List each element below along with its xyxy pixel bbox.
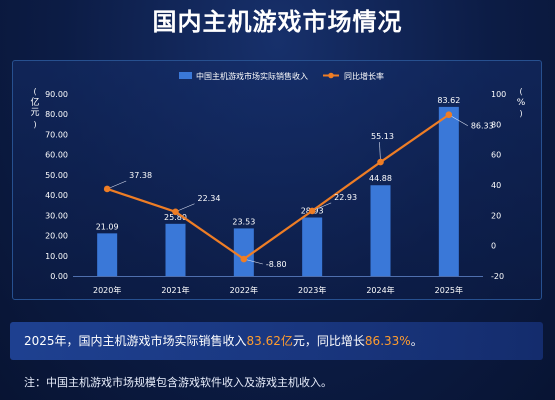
legend-line-label: 同比增长率 bbox=[344, 71, 384, 81]
y-right-unit: % bbox=[517, 98, 526, 108]
legend-bar-label: 中国主机游戏市场实际销售收入 bbox=[196, 71, 308, 81]
line-value-label: 22.93 bbox=[334, 193, 357, 202]
y-left-unit-paren-open: ( bbox=[33, 87, 36, 96]
growth-rate-point bbox=[240, 255, 248, 263]
y-right-tick-label: 100 bbox=[491, 90, 506, 99]
chart-panel: 中国主机游戏市场实际销售收入 同比增长率(亿元)(%) 0.00 10.00 20.00… bbox=[12, 60, 542, 300]
page-title: 国内主机游戏市场情况 bbox=[152, 8, 403, 36]
growth-rate-point bbox=[172, 208, 179, 216]
line-value-label: 86.33 bbox=[471, 122, 494, 131]
footnote: 注：中国主机游戏市场规模包含游戏软件收入及游戏主机收入。 bbox=[24, 376, 332, 389]
bar bbox=[370, 185, 391, 276]
y-left-tick-label: 70.00 bbox=[45, 130, 68, 139]
y-right-tick-label: 80 bbox=[491, 120, 501, 129]
y-right-unit-paren-open: ( bbox=[519, 87, 522, 96]
x-tick-label: 2023年 bbox=[298, 285, 326, 295]
dual-axis-chart: 中国主机游戏市场实际销售收入 同比增长率(亿元)(%)0.0010.0020.00… bbox=[30, 71, 526, 295]
summary-prefix: 2025年，国内主机游戏市场实际销售收入 bbox=[24, 334, 247, 348]
y-left-tick-label: 90.00 bbox=[45, 90, 68, 99]
bar-value-label: 83.62 bbox=[437, 96, 460, 105]
bar bbox=[438, 106, 459, 276]
legend-line-marker bbox=[328, 72, 334, 79]
line-value-label: 37.38 bbox=[129, 171, 152, 180]
legend-bar-swatch bbox=[179, 72, 192, 79]
line-value-label: -8.80 bbox=[266, 260, 287, 269]
x-tick-label: 2022年 bbox=[230, 285, 258, 295]
growth-rate-point bbox=[377, 158, 384, 166]
summary-growth: 86.33% bbox=[364, 334, 411, 348]
x-tick-label: 2021年 bbox=[161, 285, 189, 295]
y-left-tick-label: 0.00 bbox=[50, 272, 68, 281]
bar-value-label: 44.88 bbox=[369, 174, 392, 183]
bar bbox=[302, 217, 323, 276]
summary-middle: 元，同比增长 bbox=[292, 334, 365, 348]
bar bbox=[97, 233, 118, 276]
line-label-leader bbox=[312, 202, 332, 212]
y-right-tick-label: 40 bbox=[491, 181, 501, 190]
y-left-tick-label: 20.00 bbox=[45, 232, 68, 241]
bar-value-label: 21.09 bbox=[96, 222, 119, 231]
growth-rate-point bbox=[308, 207, 316, 215]
summary-suffix: 。 bbox=[410, 334, 423, 348]
y-left-tick-label: 80.00 bbox=[45, 110, 68, 119]
growth-rate-line bbox=[106, 113, 450, 261]
x-tick-label: 2025年 bbox=[435, 285, 463, 295]
y-left-unit-paren-close: ) bbox=[33, 120, 36, 129]
y-right-tick-label: 20 bbox=[491, 211, 501, 220]
line-label-leader bbox=[448, 114, 468, 126]
growth-rate-point bbox=[103, 185, 111, 193]
y-left-unit-char: 亿 bbox=[30, 96, 39, 108]
bar bbox=[165, 223, 186, 276]
y-right-tick-label: -20 bbox=[491, 272, 504, 281]
y-right-tick-label: 0 bbox=[491, 242, 496, 251]
bar-value-label: 23.53 bbox=[232, 217, 255, 226]
bar bbox=[233, 228, 254, 276]
y-left-tick-label: 40.00 bbox=[45, 191, 68, 200]
line-label-leader bbox=[175, 203, 195, 213]
growth-rate-point bbox=[445, 111, 453, 119]
y-left-tick-label: 50.00 bbox=[45, 171, 68, 180]
x-tick-label: 2020年 bbox=[93, 285, 121, 295]
y-left-tick-label: 10.00 bbox=[45, 252, 68, 261]
y-left-tick-label: 60.00 bbox=[45, 151, 68, 160]
line-label-leader bbox=[379, 142, 381, 163]
y-right-tick-label: 60 bbox=[491, 151, 501, 160]
summary-revenue: 83.62亿 bbox=[246, 334, 293, 348]
line-value-label: 22.34 bbox=[198, 194, 221, 203]
bar-value-label: 25.80 bbox=[164, 213, 187, 222]
y-left-unit-char: 元 bbox=[30, 108, 39, 118]
y-right-unit-paren-close: ) bbox=[519, 109, 522, 118]
summary-banner: 2025年，国内主机游戏市场实际销售收入83.62亿元，同比增长86.33%。 bbox=[10, 322, 543, 360]
x-tick-label: 2024年 bbox=[366, 285, 394, 295]
y-left-tick-label: 30.00 bbox=[45, 211, 68, 220]
line-value-label: 55.13 bbox=[371, 132, 394, 141]
line-label-leader bbox=[107, 180, 127, 190]
